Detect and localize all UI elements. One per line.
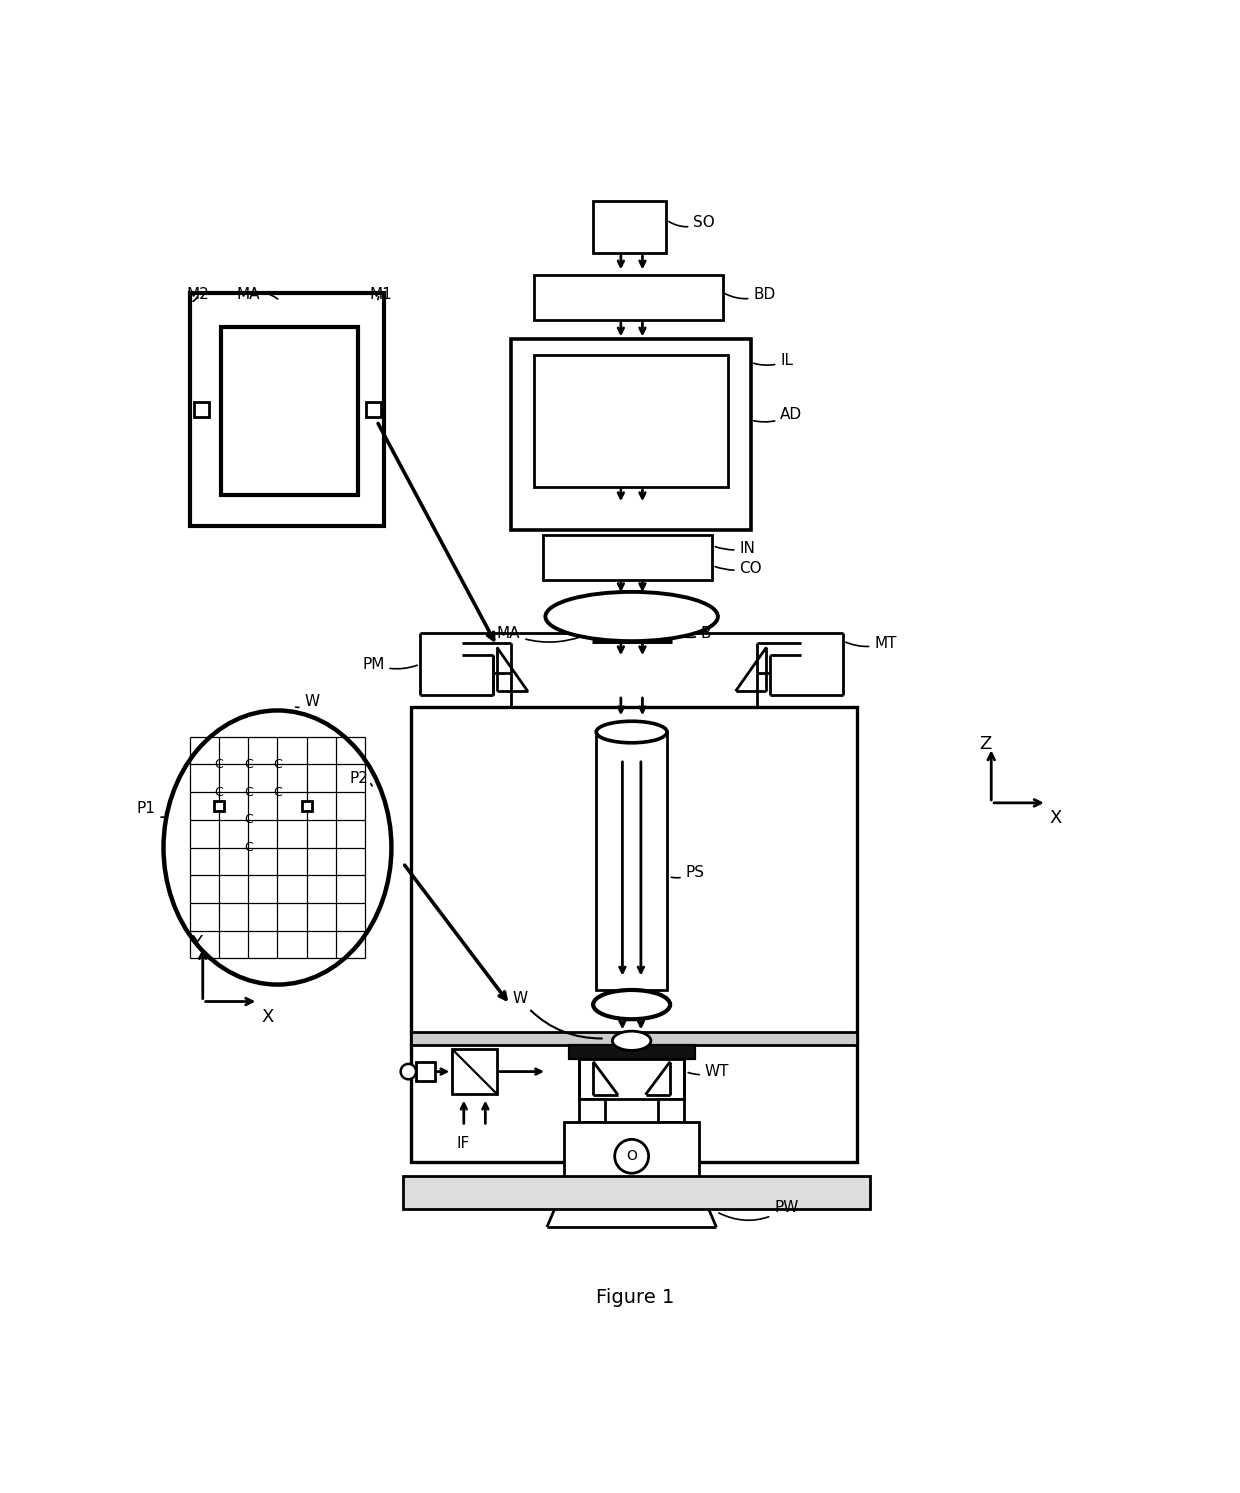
Bar	[215, 800, 224, 811]
Polygon shape	[547, 1187, 717, 1227]
Text: Figure 1: Figure 1	[596, 1288, 675, 1306]
Bar	[410, 1032, 857, 1045]
Text: C: C	[273, 758, 281, 770]
Text: W: W	[512, 991, 601, 1039]
Text: IN: IN	[715, 540, 755, 555]
Ellipse shape	[593, 990, 670, 1020]
Bar	[596, 732, 667, 990]
Text: CO: CO	[715, 561, 763, 576]
Bar	[543, 534, 713, 579]
Bar	[534, 275, 723, 320]
Text: C: C	[273, 785, 281, 799]
Text: W: W	[295, 694, 320, 709]
Text: PS: PS	[671, 866, 704, 881]
Text: PW: PW	[719, 1200, 799, 1220]
Text: C: C	[244, 785, 253, 799]
Bar	[564, 1121, 699, 1187]
Bar	[303, 800, 312, 811]
Bar	[417, 1063, 434, 1081]
Ellipse shape	[596, 721, 667, 744]
Bar	[511, 339, 751, 530]
Bar	[534, 355, 728, 487]
Ellipse shape	[546, 591, 718, 640]
Text: C: C	[215, 785, 223, 799]
Bar	[579, 1059, 684, 1099]
Ellipse shape	[613, 1032, 651, 1051]
Bar	[403, 1176, 869, 1209]
Text: IL: IL	[754, 354, 794, 369]
Bar	[568, 1045, 694, 1059]
Text: MT: MT	[846, 636, 897, 651]
Text: C: C	[244, 814, 253, 826]
Bar	[453, 1050, 497, 1094]
Bar	[593, 200, 666, 254]
Text: B: B	[681, 626, 712, 640]
Bar	[366, 402, 382, 417]
Text: X: X	[1050, 809, 1063, 827]
Bar	[410, 708, 857, 1162]
Bar	[579, 1099, 605, 1121]
Text: Y: Y	[191, 933, 202, 951]
Text: M2: M2	[186, 287, 210, 302]
Text: X: X	[262, 1008, 274, 1026]
Text: P2: P2	[350, 770, 372, 785]
Text: C: C	[244, 841, 253, 854]
Text: MA: MA	[237, 287, 278, 302]
Ellipse shape	[164, 711, 392, 984]
Text: SO: SO	[668, 215, 715, 230]
Text: P1: P1	[136, 802, 165, 817]
Bar	[221, 327, 358, 494]
Text: AD: AD	[754, 408, 802, 423]
Text: C: C	[215, 758, 223, 770]
Bar	[191, 293, 384, 526]
Bar	[193, 402, 208, 417]
Circle shape	[615, 1139, 649, 1173]
Text: C: C	[244, 758, 253, 770]
Text: WT: WT	[688, 1065, 729, 1079]
Text: BD: BD	[725, 287, 775, 302]
Text: PM: PM	[362, 657, 418, 672]
Text: O: O	[626, 1150, 637, 1163]
Circle shape	[401, 1065, 417, 1079]
Text: MA: MA	[497, 626, 582, 642]
Text: Z: Z	[980, 735, 992, 752]
Text: IF: IF	[456, 1136, 469, 1151]
Text: M1: M1	[370, 287, 392, 302]
Bar	[658, 1099, 684, 1121]
